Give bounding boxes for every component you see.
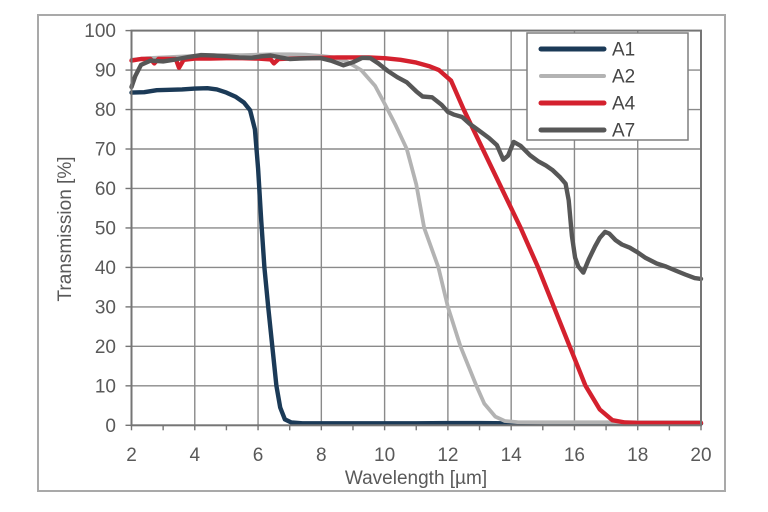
x-tick-label-20: 20 [690,445,711,466]
x-axis-title: Wavelength [µm] [344,468,488,489]
y-tick-label-70: 70 [95,140,116,161]
y-tick-label-10: 10 [95,376,116,397]
x-tick-label-18: 18 [627,445,648,466]
series-path-A7 [129,52,704,282]
x-tick-label-12: 12 [437,445,458,466]
x-tick-label-16: 16 [564,445,585,466]
x-tick-label-8: 8 [316,445,327,466]
legend-label-A2: A2 [612,67,635,88]
x-tick-label-14: 14 [501,445,523,466]
y-tick-label-30: 30 [95,297,116,318]
y-tick-label-100: 100 [84,21,116,42]
y-tick-label-40: 40 [95,258,116,279]
y-tick-label-90: 90 [95,61,116,82]
legend-label-A7: A7 [612,121,635,142]
legend-label-A4: A4 [612,94,636,115]
x-tick-label-4: 4 [189,445,200,466]
x-tick-label-10: 10 [374,445,395,466]
legend-label-A1: A1 [612,40,635,61]
y-axis-title: Transmission [%] [55,156,76,302]
y-tick-label-80: 80 [95,100,116,121]
x-tick-label-2: 2 [126,445,137,466]
y-tick-label-60: 60 [95,179,116,200]
y-tick-label-20: 20 [95,337,116,358]
y-tick-label-0: 0 [105,416,116,437]
plot-border [130,29,702,427]
x-tick-label-6: 6 [253,445,264,466]
y-tick-label-50: 50 [95,218,116,239]
